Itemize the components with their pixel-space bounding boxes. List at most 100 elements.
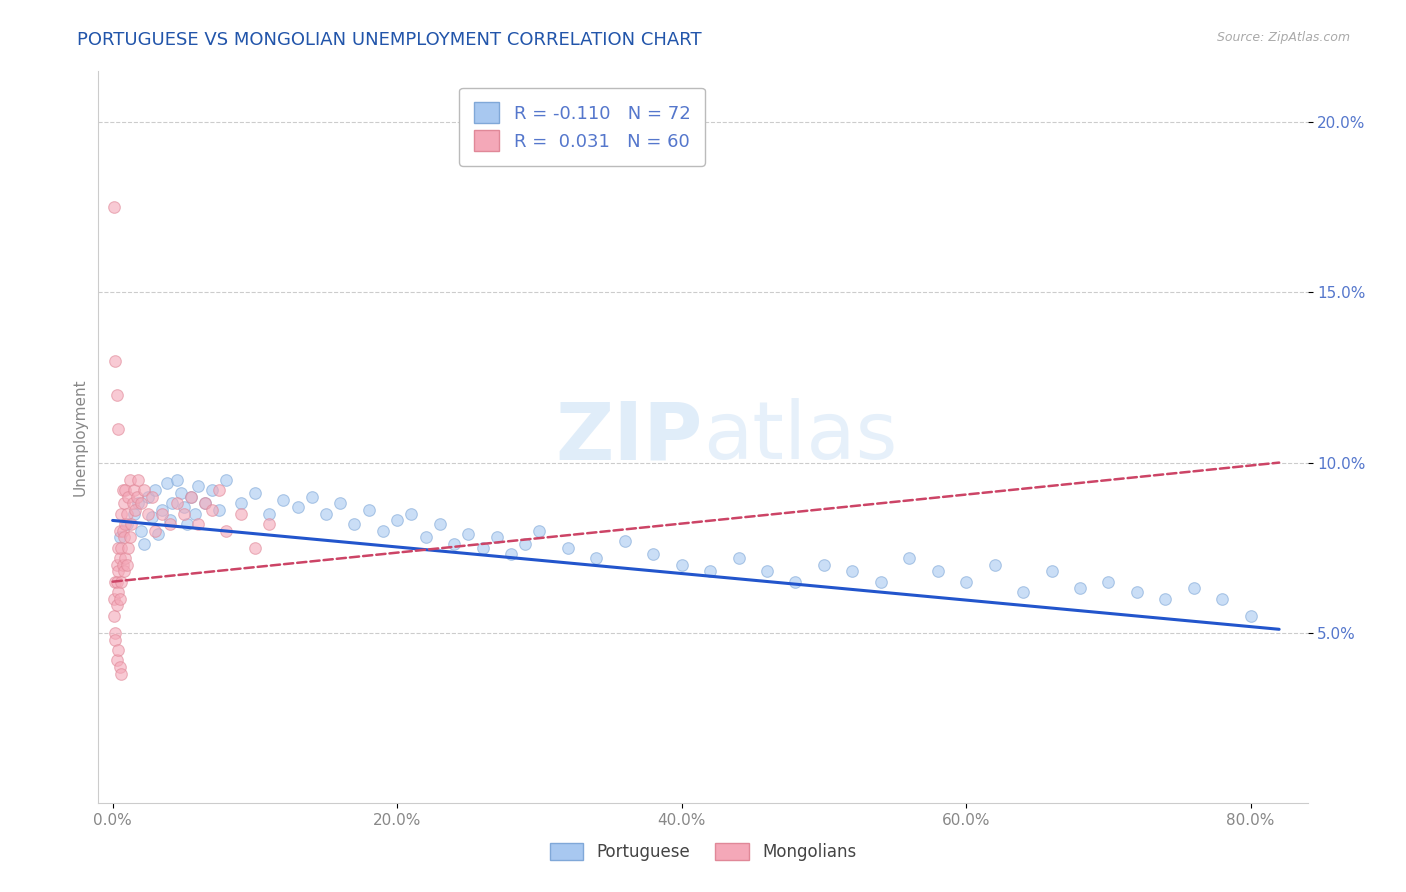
Point — [103, 608, 125, 623]
Point — [114, 483, 136, 497]
Point — [187, 516, 209, 531]
Text: Source: ZipAtlas.com: Source: ZipAtlas.com — [1216, 31, 1350, 45]
Point — [813, 558, 835, 572]
Point — [141, 510, 163, 524]
Point — [103, 201, 125, 215]
Point — [184, 507, 207, 521]
Point — [112, 496, 135, 510]
Point — [229, 496, 252, 510]
Point — [1240, 608, 1263, 623]
Point — [180, 490, 202, 504]
Point — [166, 496, 188, 510]
Point — [955, 574, 977, 589]
Point — [141, 490, 163, 504]
Point — [1126, 585, 1149, 599]
Point — [127, 496, 149, 510]
Point — [273, 493, 295, 508]
Point — [243, 486, 266, 500]
Point — [159, 513, 181, 527]
Point — [105, 599, 128, 613]
Point — [443, 537, 465, 551]
Point — [108, 659, 131, 673]
Point — [143, 483, 166, 497]
Point — [104, 632, 127, 647]
Point — [111, 483, 134, 497]
Point — [499, 548, 522, 562]
Point — [117, 541, 139, 555]
Point — [301, 490, 323, 504]
Point — [415, 531, 437, 545]
Point — [215, 524, 238, 538]
Point — [529, 524, 551, 538]
Point — [927, 565, 949, 579]
Point — [107, 565, 129, 579]
Point — [187, 479, 209, 493]
Point — [515, 537, 537, 551]
Point — [115, 558, 138, 572]
Point — [108, 550, 131, 565]
Point — [122, 483, 145, 497]
Point — [201, 483, 224, 497]
Point — [457, 527, 479, 541]
Point — [166, 473, 188, 487]
Point — [385, 513, 408, 527]
Point — [105, 574, 128, 589]
Point — [104, 353, 127, 368]
Point — [125, 490, 148, 504]
Point — [103, 591, 125, 606]
Point — [115, 516, 138, 531]
Point — [557, 541, 579, 555]
Point — [257, 516, 280, 531]
Point — [115, 507, 138, 521]
Point — [162, 496, 184, 510]
Y-axis label: Unemployment: Unemployment — [72, 378, 87, 496]
Point — [129, 524, 152, 538]
Point — [1012, 585, 1035, 599]
Point — [122, 507, 145, 521]
Point — [643, 548, 665, 562]
Text: PORTUGUESE VS MONGOLIAN UNEMPLOYMENT CORRELATION CHART: PORTUGUESE VS MONGOLIAN UNEMPLOYMENT COR… — [77, 31, 702, 49]
Point — [111, 524, 134, 538]
Point — [671, 558, 693, 572]
Point — [117, 490, 139, 504]
Point — [112, 531, 135, 545]
Point — [104, 625, 127, 640]
Point — [1182, 582, 1205, 596]
Point — [585, 550, 607, 565]
Point — [1211, 591, 1233, 606]
Point — [371, 524, 394, 538]
Point — [315, 507, 337, 521]
Point — [429, 516, 451, 531]
Point — [108, 531, 131, 545]
Point — [194, 496, 217, 510]
Point — [114, 516, 136, 531]
Point — [898, 550, 921, 565]
Point — [111, 558, 134, 572]
Point — [156, 475, 179, 490]
Point — [180, 490, 202, 504]
Point — [727, 550, 749, 565]
Point — [170, 486, 193, 500]
Point — [243, 541, 266, 555]
Point — [107, 541, 129, 555]
Point — [152, 507, 174, 521]
Point — [107, 421, 129, 435]
Point — [1040, 565, 1063, 579]
Point — [127, 473, 149, 487]
Point — [841, 565, 863, 579]
Point — [257, 507, 280, 521]
Point — [1097, 574, 1119, 589]
Legend: Portuguese, Mongolians: Portuguese, Mongolians — [543, 836, 863, 868]
Point — [401, 507, 423, 521]
Point — [114, 550, 136, 565]
Text: ZIP: ZIP — [555, 398, 703, 476]
Text: atlas: atlas — [703, 398, 897, 476]
Point — [208, 483, 231, 497]
Point — [108, 591, 131, 606]
Point — [194, 496, 217, 510]
Point — [120, 516, 142, 531]
Point — [1069, 582, 1091, 596]
Point — [173, 500, 195, 514]
Point — [159, 516, 181, 531]
Point — [105, 653, 128, 667]
